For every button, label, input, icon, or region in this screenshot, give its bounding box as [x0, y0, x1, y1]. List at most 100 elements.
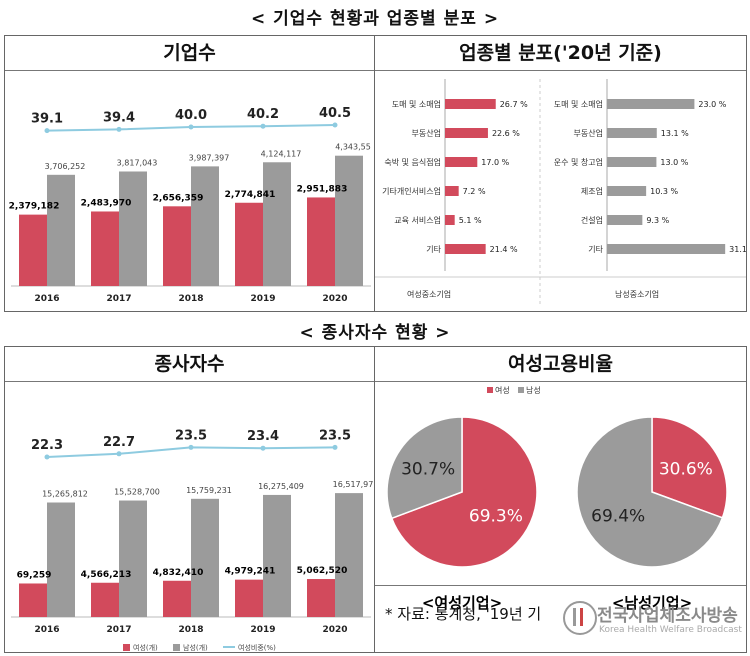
label-male-2016: 3,706,252: [45, 162, 86, 171]
bar-male-2018: [191, 166, 219, 286]
ratio-label-2019: 40.2: [247, 107, 279, 122]
category-female-2: 숙박 및 음식점업: [384, 157, 441, 167]
bar-male-2016: [47, 502, 75, 617]
value-male-1: 13.1 %: [661, 129, 689, 138]
category-female-4: 교육 서비스업: [394, 216, 441, 225]
bar-female-2020: [307, 579, 335, 617]
value-female-1: 22.6 %: [492, 129, 520, 138]
value-male-5: 31.1 %: [729, 245, 746, 254]
ratio-point-2018: [188, 444, 194, 450]
label-female-2020: 2,951,883: [297, 184, 348, 194]
watermark-logo: [563, 601, 597, 635]
pie-slice-1-male: [576, 416, 724, 568]
bar-female-2016: [19, 583, 47, 617]
legend-label-female: 여성(개): [133, 643, 158, 652]
legend-swatch-female: [123, 644, 130, 651]
bar-female-2016: [19, 214, 47, 286]
bar-male-2018: [191, 498, 219, 617]
x-tick-2019: 2019: [250, 294, 275, 304]
label-female-2016: 69,259: [17, 570, 52, 580]
value-male-3: 10.3 %: [650, 187, 678, 196]
label-male-2018: 3,987,397: [189, 153, 230, 162]
label-male-2016: 15,265,812: [42, 490, 88, 499]
ratio-label-2016: 39.1: [31, 112, 63, 127]
label-female-2019: 4,979,241: [225, 567, 276, 577]
bar-male-2: [607, 157, 657, 167]
ratio-point-2016: [44, 454, 50, 460]
value-female-2: 17.0 %: [481, 158, 509, 167]
bar-male-5: [607, 244, 726, 254]
bar-female-2019: [235, 579, 263, 617]
bar-female-2018: [163, 580, 191, 617]
ratio-label-2020: 40.5: [319, 106, 351, 121]
x-tick-2016: 2016: [34, 625, 59, 635]
employee-count-title: 종사자수: [5, 347, 374, 382]
bar-female-4: [445, 215, 455, 225]
legend-swatch-male: [173, 644, 180, 651]
ratio-label-2020: 23.5: [319, 428, 351, 443]
bar-female-2017: [91, 211, 119, 286]
bar-male-2019: [263, 494, 291, 617]
industry-title: 업종별 분포('20년 기준): [375, 36, 746, 71]
ratio-label-2018: 40.0: [175, 108, 207, 123]
section2-title: < 종사자수 현황 >: [299, 323, 451, 343]
ratio-label-2016: 22.3: [31, 438, 63, 453]
industry-panel: 업종별 분포('20년 기준) 도매 및 소매업 26.7 % 부동산업 22.6 %…: [374, 35, 747, 312]
ratio-label-2017: 22.7: [103, 435, 135, 450]
label-female-2020: 5,062,520: [297, 566, 348, 576]
pie-label-0-male: 30.7%: [401, 459, 455, 479]
bar-male-1: [607, 128, 657, 138]
employment-ratio-title: 여성고용비율: [375, 347, 746, 382]
watermark-subtext: Korea Health Welfare Broadcast: [599, 625, 742, 635]
x-tick-2018: 2018: [178, 625, 203, 635]
x-tick-2020: 2020: [322, 625, 347, 635]
value-female-5: 21.4 %: [490, 245, 518, 254]
ratio-point-2017: [116, 451, 122, 457]
x-tick-2018: 2018: [178, 294, 203, 304]
category-male-1: 부동산업: [574, 128, 603, 138]
value-female-0: 26.7 %: [500, 100, 528, 109]
category-female-1: 부동산업: [412, 128, 441, 138]
bar-female-2: [445, 157, 478, 167]
label-female-2018: 4,832,410: [153, 568, 204, 578]
value-male-0: 23.0 %: [698, 100, 726, 109]
bar-male-4: [607, 215, 643, 225]
bar-female-2017: [91, 582, 119, 617]
category-female-5: 기타: [426, 245, 441, 254]
employment-ratio-chart: 여성 남성 69.3% 30.7% <여성기업> 30.6% 69.4% <남성기업>: [386, 385, 728, 612]
x-tick-2017: 2017: [106, 294, 131, 304]
bar-female-3: [445, 186, 459, 196]
category-female-3: 기타개인서비스업: [382, 186, 441, 196]
legend-label-female: 여성: [495, 385, 510, 395]
employee-count-panel: 종사자수 69,259 15,265,812 2016 4,566,213 15,528…: [4, 346, 375, 653]
label-female-2018: 2,656,359: [153, 193, 204, 203]
group-label-male: 남성중소기업: [615, 290, 659, 299]
company-count-title: 기업수: [5, 36, 374, 71]
category-male-4: 건설업: [581, 215, 603, 225]
source-note: * 자료: 통계청, '19년 기: [385, 605, 542, 623]
pie-caption-0: <여성기업>: [422, 594, 502, 612]
legend-label-ratio: 여성비중(%): [238, 643, 276, 652]
label-male-2018: 15,759,231: [186, 486, 232, 495]
category-female-0: 도매 및 소매업: [392, 99, 441, 109]
bar-female-5: [445, 244, 486, 254]
bar-female-0: [445, 99, 496, 109]
section1-title: < 기업수 현황과 업종별 분포 >: [250, 9, 500, 29]
pie-slice-0-female: [390, 416, 538, 568]
ratio-point-2018: [188, 124, 194, 130]
pie-label-1-female: 30.6%: [659, 459, 713, 479]
bar-female-1: [445, 128, 488, 138]
legend-swatch-female: [487, 387, 493, 393]
category-male-5: 기타: [588, 245, 603, 254]
category-male-0: 도매 및 소매업: [554, 99, 603, 109]
employment-ratio-panel: 여성고용비율 여성 남성 69.3% 30.7% <여성기업> 30.6% 69.4% <남성…: [374, 346, 747, 653]
x-tick-2017: 2017: [106, 625, 131, 635]
value-male-4: 9.3 %: [646, 216, 669, 225]
ratio-label-2019: 23.4: [247, 429, 279, 444]
pie-label-1-male: 69.4%: [591, 507, 645, 527]
pie-slice-0-male: [386, 416, 463, 520]
bar-male-2017: [119, 171, 147, 286]
ratio-point-2020: [332, 444, 338, 450]
pie-label-0-female: 69.3%: [469, 507, 523, 527]
bar-female-2019: [235, 202, 263, 286]
